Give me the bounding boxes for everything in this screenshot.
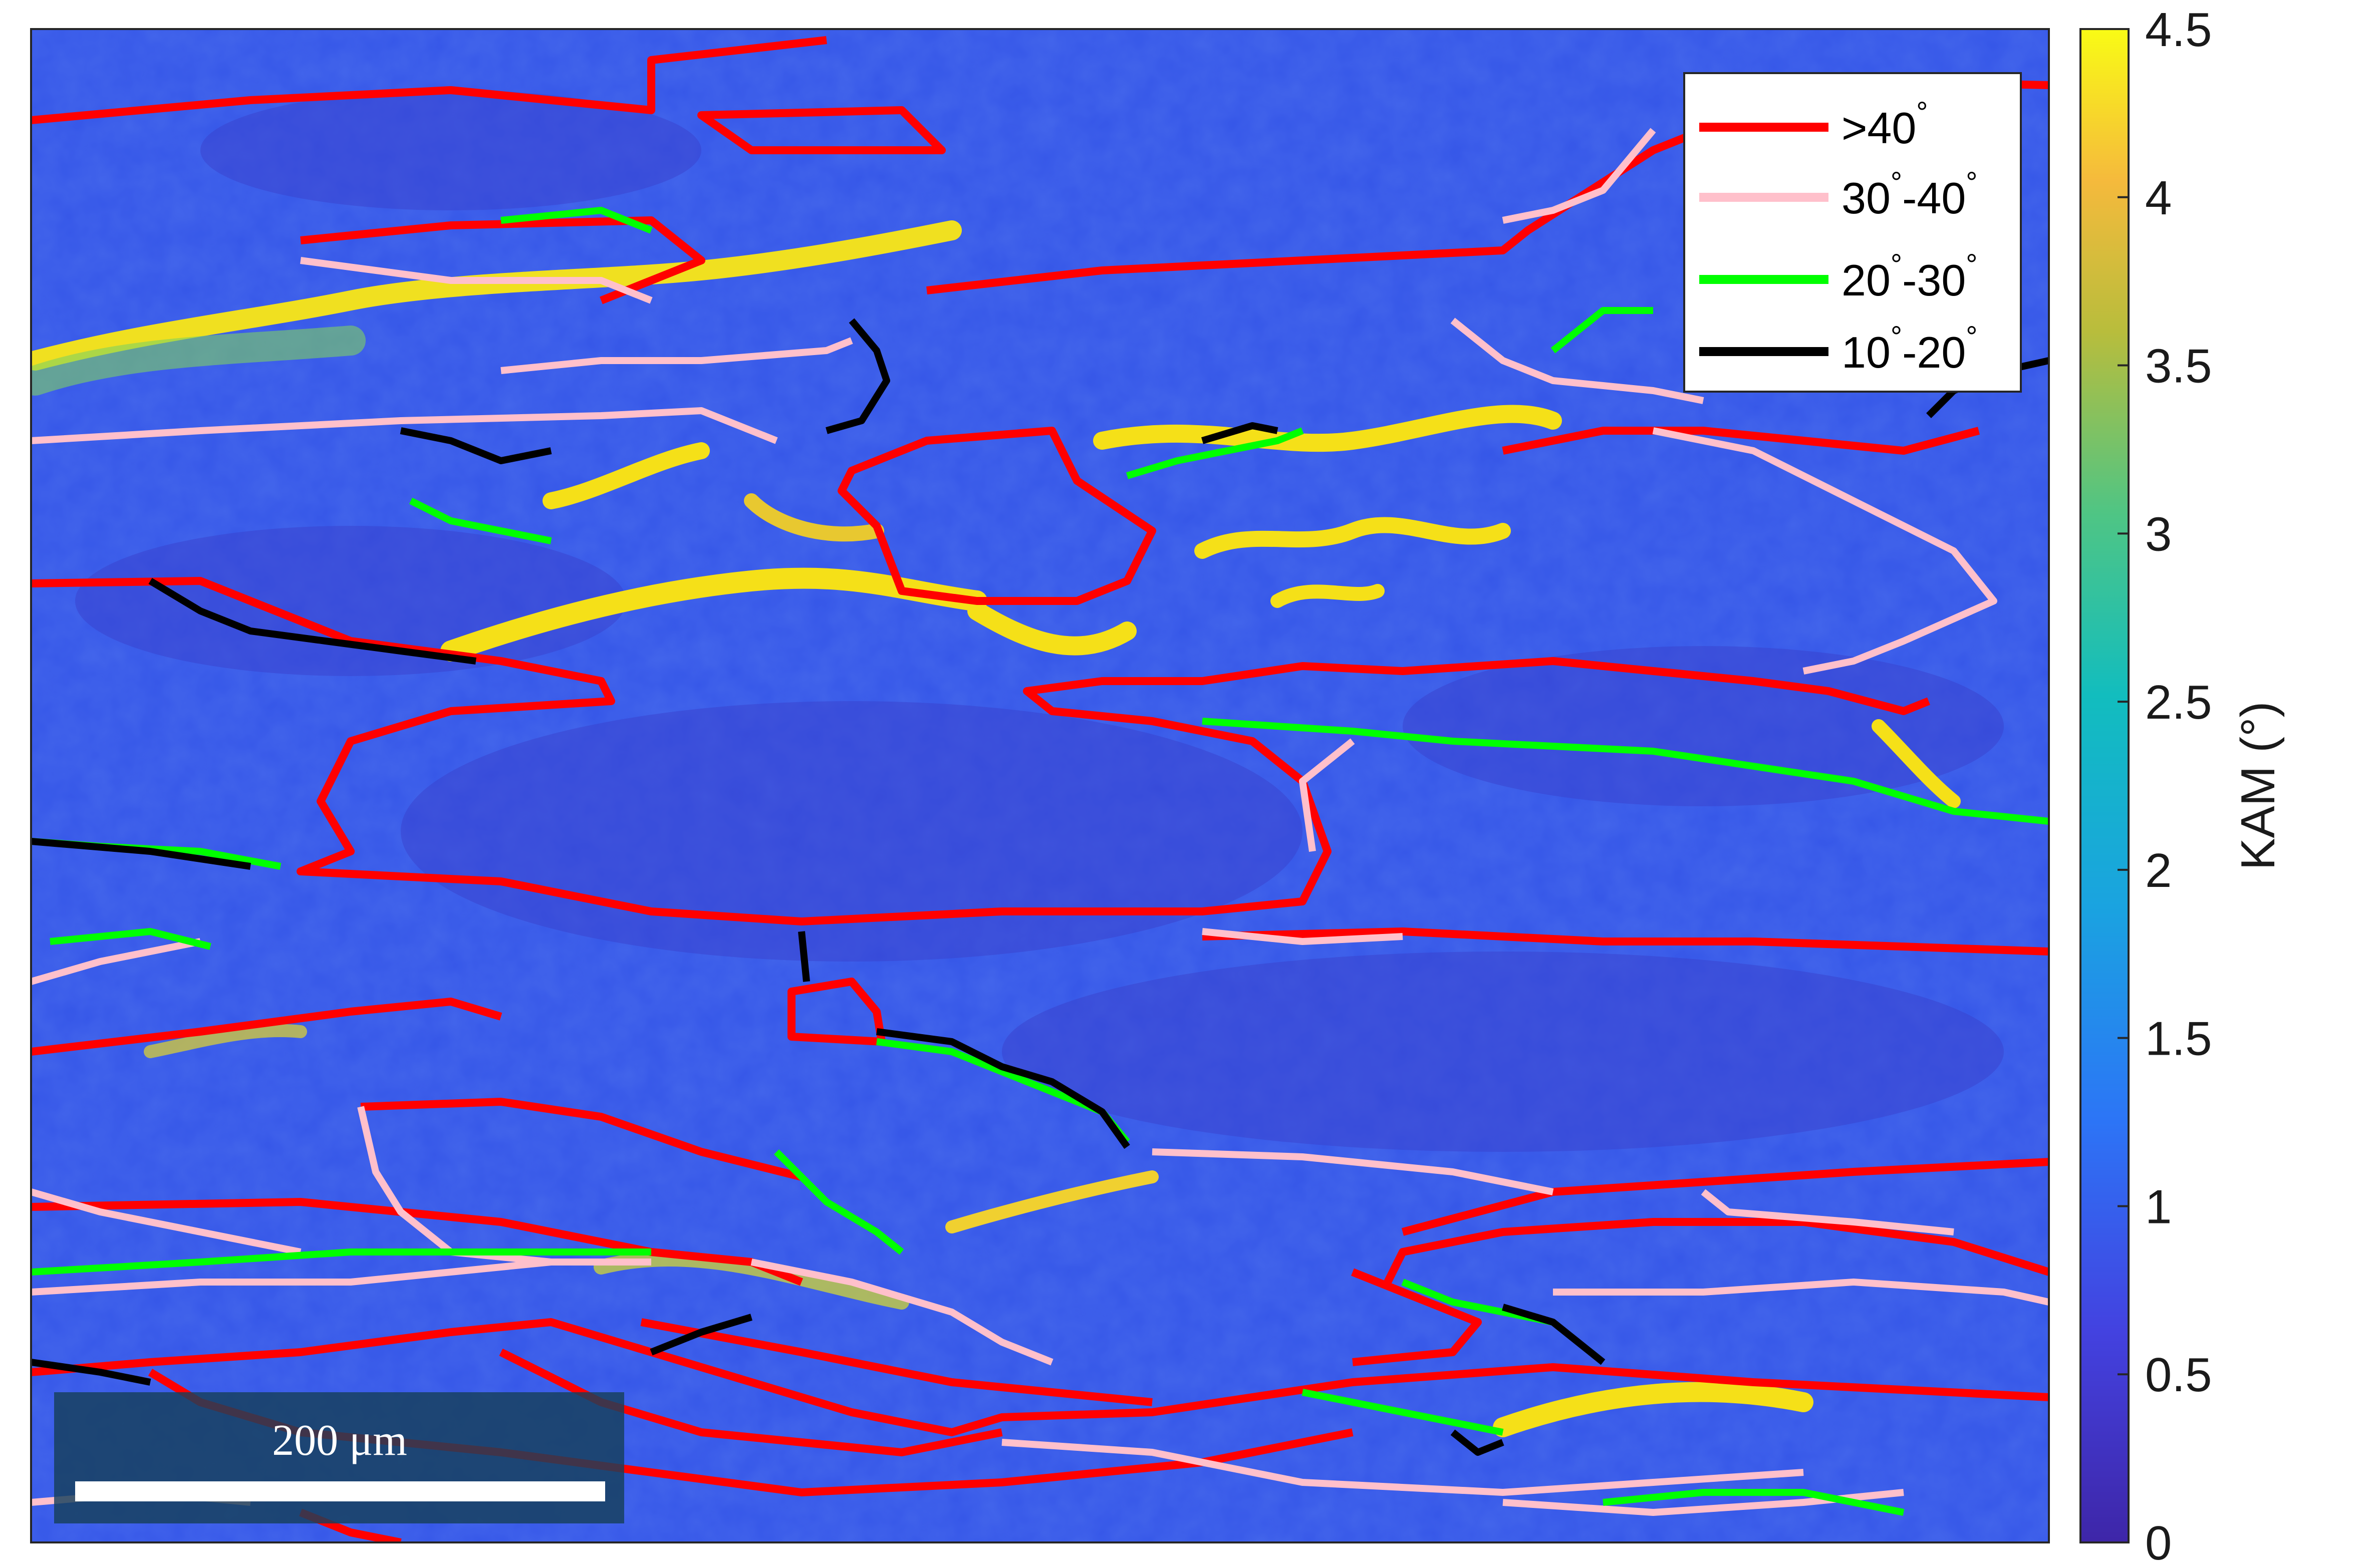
- grain-boundaries-pink: [31, 128, 2049, 1516]
- map-frame: [30, 28, 2050, 1543]
- colorbar-tick-label: 3: [2145, 507, 2172, 561]
- svg-text:10°-20°: 10°-20°: [1842, 321, 1977, 377]
- colorbar-title: KAM (°): [2231, 701, 2285, 870]
- grain-boundaries-high: [31, 36, 2049, 1542]
- colorbar-tick-label: 1.5: [2145, 1012, 2212, 1066]
- grain-interiors: [75, 90, 2004, 1152]
- svg-text:30°-40°: 30°-40°: [1842, 166, 1977, 223]
- colorbar-tick-label: 2: [2145, 844, 2172, 897]
- svg-text:20°-30°: 20°-30°: [1842, 248, 1977, 305]
- colorbar: 0 0.5 1 1.5 2 2.5 3 3.5 4 4.5 KAM (°): [2079, 3, 2285, 1568]
- legend-item-high: >40°: [1699, 96, 1928, 153]
- legend-item-pink: 30°-40°: [1699, 166, 1977, 223]
- colorbar-gradient: [2079, 28, 2130, 1543]
- colorbar-tick-label: 4: [2145, 171, 2172, 225]
- grain-boundaries-black: [31, 318, 2049, 1456]
- colorbar-tick-label: 1: [2145, 1180, 2172, 1233]
- colorbar-tick-label: 0.5: [2145, 1348, 2212, 1402]
- scale-bar: 200 μm: [54, 1392, 624, 1523]
- legend-item-black: 10°-20°: [1699, 321, 1977, 377]
- grain-boundaries-green: [31, 207, 2049, 1516]
- legend-label-high: >40: [1842, 103, 1916, 153]
- svg-text:>40°: >40°: [1842, 96, 1928, 153]
- scale-bar-label: 200 μm: [272, 1416, 407, 1465]
- colorbar-tick-label: 4.5: [2145, 3, 2212, 57]
- colorbar-ticks: 0 0.5 1 1.5 2 2.5 3 3.5 4 4.5: [2118, 3, 2212, 1568]
- colorbar-tick-label: 3.5: [2145, 340, 2212, 393]
- colorbar-tick-label: 0: [2145, 1516, 2172, 1568]
- legend-item-green: 20°-30°: [1699, 248, 1977, 305]
- legend: >40° 30°-40° 20°-30° 10°-20°: [1683, 72, 2022, 393]
- colorbar-tick-label: 2.5: [2145, 676, 2212, 729]
